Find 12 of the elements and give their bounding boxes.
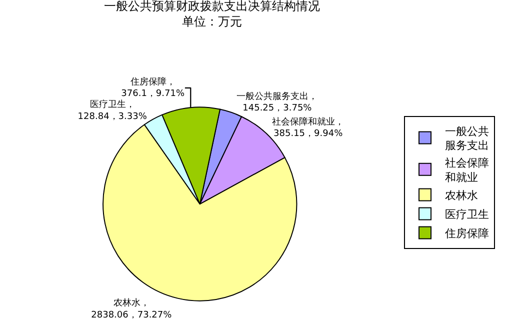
data-label: 社会保障和就业，385.15，9.94% — [272, 116, 344, 140]
legend-label: 一般公共服务支出 — [445, 124, 489, 152]
legend-label: 医疗卫生 — [445, 208, 489, 221]
legend-label: 农林水 — [445, 188, 478, 202]
data-label: 住房保障，376.1，9.71% — [121, 76, 185, 100]
data-label: 农林水，2838.06，73.27% — [91, 298, 172, 320]
legend-label: 社会保障和就业 — [445, 156, 489, 184]
chart-subtitle: 单位：万元 — [182, 14, 242, 28]
chart-title: 一般公共预算财政拨款支出决算结构情况 — [104, 0, 320, 13]
legend-label: 住房保障 — [445, 226, 489, 240]
data-label: 一般公共服务支出，145.25，3.75% — [236, 90, 318, 114]
data-label: 医疗卫生，128.84，3.33% — [78, 99, 148, 122]
